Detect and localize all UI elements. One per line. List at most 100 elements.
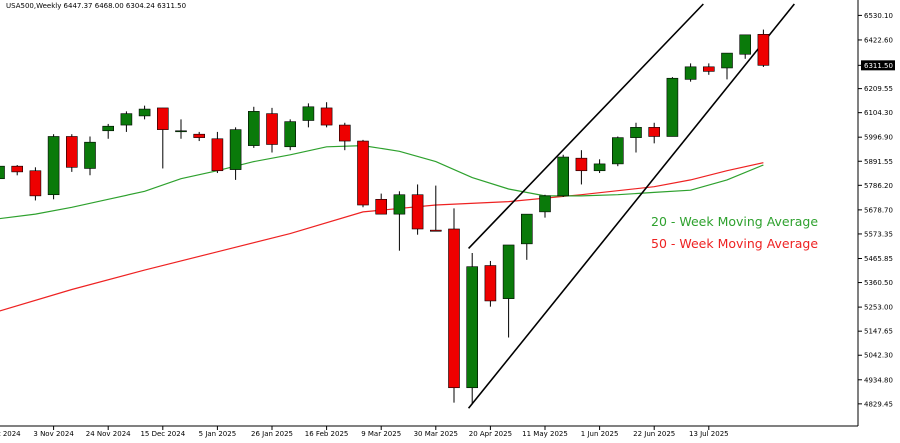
candle-37 [666, 77, 679, 137]
time-tick-label: 5 Jan 2025 [199, 430, 237, 438]
candle-body-down [29, 170, 42, 197]
time-tick-label: 13 Oct 2024 [0, 430, 21, 438]
legend: 20 - Week Moving Average 50 - Week Moving… [651, 214, 818, 251]
price-tick-label: 5786.20 [864, 182, 893, 190]
candle-6 [102, 123, 114, 139]
candle-body-down [357, 140, 369, 206]
candle-body-up [721, 52, 733, 69]
candle-27 [484, 260, 497, 307]
candle-body-up [739, 34, 752, 55]
moving-average-layer [0, 144, 764, 312]
candle-22 [393, 191, 406, 251]
time-tick-label: 15 Dec 2024 [140, 430, 185, 438]
candle-body-down [66, 136, 78, 168]
candle-body-down [411, 194, 424, 230]
candle-body-up [593, 163, 606, 172]
candle-23 [411, 184, 424, 235]
candle-41 [739, 34, 752, 59]
candle-body-up [539, 195, 551, 213]
candle-body-up [466, 266, 479, 389]
candle-29 [520, 213, 533, 260]
candles-layer [0, 29, 770, 404]
candle-20 [357, 139, 369, 208]
time-tick-label: 3 Nov 2024 [33, 430, 74, 438]
current-price-label: 6311.50 [864, 62, 893, 70]
candle-body-down [575, 157, 588, 172]
time-tick-label: 16 Feb 2025 [305, 430, 349, 438]
candle-body-up [520, 213, 533, 245]
price-tick-label: 5891.55 [864, 158, 893, 166]
time-tick-label: 13 Jul 2025 [689, 430, 729, 438]
candle-9 [157, 107, 169, 169]
candle-body-down [338, 124, 351, 142]
candle-body-up [684, 66, 697, 80]
candle-body-down [375, 198, 388, 215]
price-tick-label: 5253.00 [864, 304, 893, 312]
time-tick-label: 30 Mar 2025 [414, 430, 458, 438]
candle-28 [502, 244, 515, 338]
price-tick-label: 5147.65 [864, 328, 893, 336]
candle-body-down [702, 66, 715, 72]
time-tick-label: 24 Nov 2024 [86, 430, 131, 438]
candle-body-up [248, 111, 260, 146]
price-tick-label: 4934.80 [864, 376, 893, 384]
candle-13 [229, 127, 242, 180]
candle-body-up [120, 113, 133, 126]
candle-body-up [47, 136, 60, 196]
candle-body-up [175, 130, 187, 133]
ma20-line [0, 144, 764, 220]
candle-36 [648, 122, 661, 144]
price-axis-panel [858, 0, 900, 439]
candle-26 [466, 252, 479, 404]
candle-19 [338, 122, 351, 151]
candle-body-down [211, 138, 224, 172]
price-axis-ticks: 6530.10 6422.60 6311.50 6209.55 6104.30 5996.… [858, 12, 895, 408]
channel-lower-line [467, 3, 795, 409]
price-tick-label: 4829.45 [864, 400, 893, 408]
candle-38 [684, 63, 697, 82]
legend-item-1: 50 - Week Moving Average [651, 236, 818, 251]
price-tick-label: 5465.85 [864, 255, 893, 263]
candle-39 [702, 63, 715, 75]
candle-30 [539, 194, 551, 218]
candle-17 [302, 103, 315, 128]
price-tick-label: 5360.50 [864, 279, 893, 287]
candle-11 [193, 131, 205, 142]
price-tick-label: 6209.55 [864, 85, 893, 93]
time-axis-ticks: 13 Oct 2024 3 Nov 2024 24 Nov 2024 15 Dec 2… [0, 426, 729, 438]
candle-body-up [0, 165, 5, 180]
trend-channel-layer [467, 3, 795, 409]
candle-42 [757, 29, 770, 67]
candle-12 [211, 131, 224, 174]
candle-24 [429, 185, 442, 232]
price-tick-label: 5573.35 [864, 230, 893, 238]
candle-body-down [648, 127, 661, 137]
candle-7 [120, 111, 133, 132]
candle-18 [320, 102, 333, 128]
candle-21 [375, 193, 388, 215]
candle-35 [630, 122, 642, 153]
time-tick-label: 26 Jan 2025 [251, 430, 293, 438]
price-tick-label: 6422.60 [864, 36, 893, 44]
candle-body-down [11, 165, 23, 173]
candle-body-up [102, 125, 114, 132]
candle-body-up [284, 121, 297, 148]
time-tick-label: 20 Apr 2025 [469, 430, 512, 438]
candle-25 [448, 208, 460, 403]
candle-40 [721, 52, 733, 80]
current-price-marker [861, 60, 895, 71]
candle-body-down [448, 228, 460, 389]
candle-body-up [393, 194, 406, 215]
candle-0 [0, 165, 5, 180]
candle-body-up [138, 108, 151, 117]
candle-body-up [502, 244, 515, 299]
candle-32 [575, 150, 588, 185]
candle-body-down [320, 107, 333, 126]
candle-body-down [193, 133, 205, 138]
candle-16 [284, 119, 297, 151]
candle-4 [66, 134, 78, 172]
candle-body-down [157, 107, 169, 130]
price-tick-label: 5042.30 [864, 352, 893, 360]
candle-body-up [302, 106, 315, 121]
